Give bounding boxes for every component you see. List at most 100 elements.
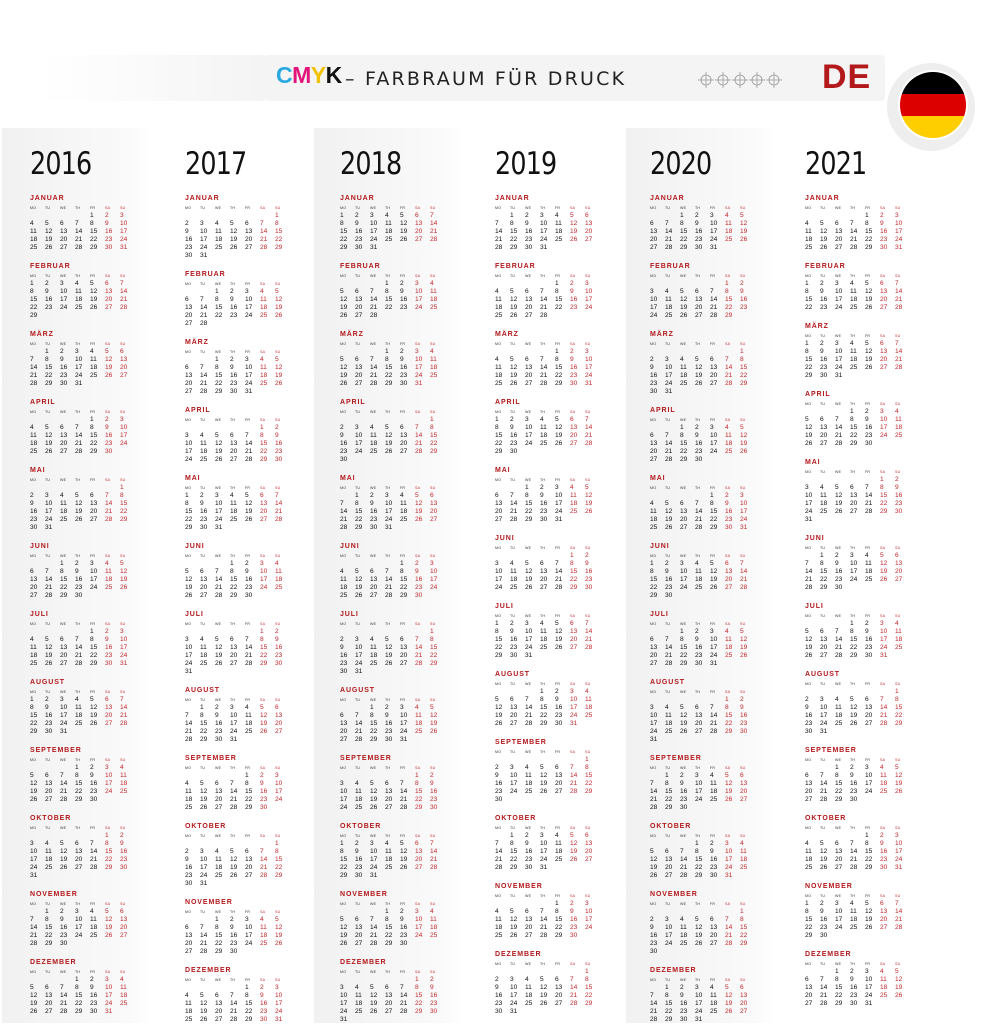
day-cell: 27 [245, 244, 253, 251]
month-name: OKTOBER [185, 823, 227, 830]
day-cell: 17 [820, 712, 828, 719]
day-cell: 8 [60, 568, 64, 575]
day-cell: 18 [880, 780, 888, 787]
day-cell: 29 [200, 736, 208, 743]
day-cell: 28 [665, 456, 673, 463]
day-cell: 16 [680, 1000, 688, 1007]
month-name: AUGUST [805, 671, 840, 678]
day-cell: 13 [695, 712, 703, 719]
header-bar [265, 55, 885, 101]
day-cell: 21 [895, 916, 903, 923]
empty-day-cell [340, 416, 355, 424]
day-cell: 2 [525, 212, 529, 219]
weekday-header: TU [820, 894, 826, 898]
weekday-header: TH [75, 690, 81, 694]
day-cell: 29 [835, 1000, 843, 1007]
day-cell: 16 [370, 508, 378, 515]
day-cell: 14 [835, 424, 843, 431]
empty-day-cell [355, 280, 370, 288]
empty-day-cell [370, 976, 385, 984]
day-cell: 6 [120, 348, 124, 355]
weekday-header: FR [710, 622, 716, 626]
day-cell: 9 [510, 424, 514, 431]
weekday-header: TH [850, 614, 856, 618]
day-cell: 1 [540, 688, 544, 695]
day-cell: 13 [555, 984, 563, 991]
day-cell: 24 [710, 652, 718, 659]
day-cell: 8 [555, 288, 559, 295]
day-cell: 24 [650, 728, 658, 735]
day-cell: 13 [120, 916, 128, 923]
day-cell: 3 [525, 620, 529, 627]
empty-day-cell [45, 416, 60, 424]
day-cell: 27 [710, 380, 718, 387]
empty-day-cell [540, 900, 555, 908]
day-cell: 28 [820, 1000, 828, 1007]
weekday-header: SA [105, 690, 111, 694]
day-cell: 23 [740, 720, 748, 727]
day-cell: 22 [525, 508, 533, 515]
weekday-header: WE [215, 622, 222, 626]
weekday-header: FR [865, 470, 871, 474]
day-cell: 25 [665, 728, 673, 735]
day-cell: 23 [820, 304, 828, 311]
weekday-header: SU [120, 410, 126, 414]
day-cell: 24 [835, 304, 843, 311]
day-cell: 15 [695, 856, 703, 863]
registration-mark-icon [766, 72, 782, 88]
day-cell: 9 [105, 424, 109, 431]
day-cell: 12 [525, 568, 533, 575]
day-cell: 20 [570, 636, 578, 643]
day-cell: 6 [200, 568, 204, 575]
day-cell: 3 [850, 552, 854, 559]
day-cell: 4 [835, 696, 839, 703]
day-cell: 12 [230, 856, 238, 863]
day-cell: 29 [805, 932, 813, 939]
day-cell: 15 [340, 856, 348, 863]
day-cell: 23 [525, 856, 533, 863]
day-cell: 22 [850, 432, 858, 439]
day-cell: 30 [495, 1008, 503, 1015]
day-cell: 9 [430, 984, 434, 991]
day-cell: 3 [585, 348, 589, 355]
day-cell: 24 [90, 584, 98, 591]
day-cell: 3 [245, 288, 249, 295]
day-cell: 7 [585, 416, 589, 423]
day-cell: 13 [385, 992, 393, 999]
empty-day-cell [510, 280, 525, 288]
day-cell: 25 [850, 924, 858, 931]
weekday-header: TU [355, 622, 361, 626]
weekday-header: FR [400, 834, 406, 838]
day-cell: 21 [665, 448, 673, 455]
weekday-header: TH [695, 766, 701, 770]
weekday-header: SU [120, 826, 126, 830]
day-cell: 8 [245, 780, 249, 787]
day-cell: 30 [650, 948, 658, 955]
weekday-header: FR [245, 206, 251, 210]
empty-day-cell [355, 416, 370, 424]
day-cell: 19 [525, 576, 533, 583]
weekday-header: MO [495, 962, 502, 966]
day-cell: 9 [820, 348, 824, 355]
day-cell: 1 [430, 416, 434, 423]
day-cell: 13 [710, 924, 718, 931]
day-cell: 26 [355, 592, 363, 599]
day-cell: 3 [665, 356, 669, 363]
day-cell: 13 [30, 576, 38, 583]
day-cell: 14 [895, 348, 903, 355]
day-cell: 17 [665, 932, 673, 939]
weekday-header: WE [370, 698, 377, 702]
day-cell: 9 [45, 704, 49, 711]
day-cell: 16 [340, 440, 348, 447]
weekday-header: SA [880, 402, 886, 406]
weekday-header: SA [725, 418, 731, 422]
day-cell: 4 [430, 908, 434, 915]
weekday-header: TH [540, 614, 546, 618]
empty-day-cell [45, 212, 60, 220]
day-cell: 13 [215, 788, 223, 795]
day-cell: 18 [185, 1008, 193, 1015]
empty-day-cell [185, 916, 200, 924]
day-cell: 10 [45, 500, 53, 507]
day-cell: 15 [835, 984, 843, 991]
day-cell: 13 [60, 228, 68, 235]
